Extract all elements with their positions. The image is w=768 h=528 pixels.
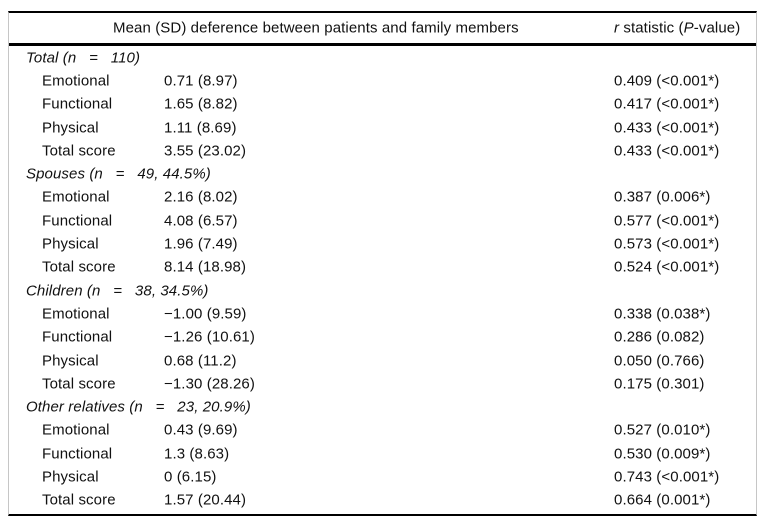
r-statistic-value: 0.573 (<0.001*) (614, 235, 720, 253)
table-row: Total score 3.55 (23.02) 0.433 (<0.001*) (9, 139, 756, 162)
r-statistic-value: 0.433 (<0.001*) (614, 142, 720, 160)
r-statistic-value: 0.050 (0.766) (614, 352, 705, 369)
r-statistic-value: 0.577 (<0.001*) (614, 212, 720, 230)
row-label: Physical (42, 235, 99, 253)
table-row: Emotional −1.00 (9.59) 0.338 (0.038*) (9, 302, 756, 325)
mean-sd-value: 1.96 (7.49) (164, 235, 238, 253)
mean-sd-value: 0.43 (9.69) (164, 421, 238, 439)
table-row: Total score 8.14 (18.98) 0.524 (<0.001*) (9, 256, 756, 279)
group-label-children: Children (n = 38, 34.5%) (26, 282, 209, 300)
row-label: Emotional (42, 305, 110, 323)
row-label: Emotional (42, 188, 110, 206)
column-header-mean-sd: Mean (SD) deference between patients and… (113, 19, 519, 37)
row-label: Functional (42, 212, 113, 230)
table-row: Total score 1.57 (20.44) 0.664 (0.001*) (9, 489, 756, 512)
table-row: Functional −1.26 (10.61) 0.286 (0.082) (9, 326, 756, 349)
r-statistic-value: 0.527 (0.010*) (614, 421, 711, 439)
row-label: Physical (42, 352, 99, 369)
row-label: Functional (42, 445, 113, 463)
group-header-row: Total (n = 110) (9, 46, 756, 69)
table-row: Physical 0 (6.15) 0.743 (<0.001*) (9, 465, 756, 488)
r-statistic-value: 0.175 (0.301) (614, 375, 705, 393)
r-statistic-value: 0.433 (<0.001*) (614, 119, 720, 137)
mean-sd-value: 2.16 (8.02) (164, 188, 238, 206)
mean-sd-value: −1.26 (10.61) (164, 328, 255, 346)
table-header-row: Mean (SD) deference between patients and… (9, 13, 756, 46)
mean-sd-value: 1.11 (8.69) (164, 119, 237, 137)
table-row: Physical 1.96 (7.49) 0.573 (<0.001*) (9, 232, 756, 255)
table-row: Functional 1.65 (8.82) 0.417 (<0.001*) (9, 93, 756, 116)
mean-sd-value: 1.65 (8.82) (164, 95, 238, 113)
column-header-r-statistic: r statistic (P-value) (614, 19, 741, 37)
r-statistic-value: 0.409 (<0.001*) (614, 72, 720, 90)
r-statistic-value: 0.530 (0.009*) (614, 445, 711, 463)
group-header-row: Children (n = 38, 34.5%) (9, 279, 756, 302)
row-label: Total score (42, 491, 116, 509)
r-statistic-value: 0.524 (<0.001*) (614, 258, 720, 276)
row-label: Emotional (42, 72, 110, 90)
mean-sd-value: 8.14 (18.98) (164, 258, 247, 276)
row-label: Total score (42, 375, 116, 393)
table-row: Total score −1.30 (28.26) 0.175 (0.301) (9, 372, 756, 395)
mean-sd-value: 4.08 (6.57) (164, 212, 238, 230)
table-row: Emotional 0.71 (8.97) 0.409 (<0.001*) (9, 69, 756, 92)
row-label: Emotional (42, 421, 110, 439)
mean-sd-value: 1.57 (20.44) (164, 491, 247, 509)
r-statistic-value: 0.417 (<0.001*) (614, 95, 720, 113)
row-label: Functional (42, 328, 113, 346)
table-row: Functional 1.3 (8.63) 0.530 (0.009*) (9, 442, 756, 465)
mean-sd-value: −1.00 (9.59) (164, 305, 247, 323)
r-statistic-value: 0.387 (0.006*) (614, 188, 711, 206)
group-label-spouses: Spouses (n = 49, 44.5%) (26, 165, 211, 183)
group-label-other-relatives: Other relatives (n = 23, 20.9%) (26, 398, 251, 416)
group-label-total: Total (n = 110) (26, 49, 141, 67)
mean-sd-value: −1.30 (28.26) (164, 375, 255, 393)
mean-sd-value: 3.55 (23.02) (164, 142, 247, 160)
table-row: Emotional 2.16 (8.02) 0.387 (0.006*) (9, 186, 756, 209)
r-statistic-value: 0.664 (0.001*) (614, 491, 711, 509)
r-statistic-value: 0.743 (<0.001*) (614, 468, 720, 486)
table-row: Functional 4.08 (6.57) 0.577 (<0.001*) (9, 209, 756, 232)
group-header-row: Other relatives (n = 23, 20.9%) (9, 395, 756, 418)
statistics-table: Mean (SD) deference between patients and… (8, 11, 757, 516)
mean-sd-value: 1.3 (8.63) (164, 445, 230, 463)
table-row: Physical 1.11 (8.69) 0.433 (<0.001*) (9, 116, 756, 139)
mean-sd-value: 0.68 (11.2) (164, 352, 237, 369)
table-row: Emotional 0.43 (9.69) 0.527 (0.010*) (9, 419, 756, 442)
r-statistic-value: 0.338 (0.038*) (614, 305, 711, 323)
group-header-row: Spouses (n = 49, 44.5%) (9, 162, 756, 185)
row-label: Total score (42, 258, 116, 276)
row-label: Functional (42, 95, 113, 113)
row-label: Total score (42, 142, 116, 160)
mean-sd-value: 0.71 (8.97) (164, 72, 238, 90)
row-label: Physical (42, 119, 99, 137)
mean-sd-value: 0 (6.15) (164, 468, 217, 486)
row-label: Physical (42, 468, 99, 486)
table-row: Physical 0.68 (11.2) 0.050 (0.766) (9, 349, 756, 372)
r-statistic-value: 0.286 (0.082) (614, 328, 705, 346)
